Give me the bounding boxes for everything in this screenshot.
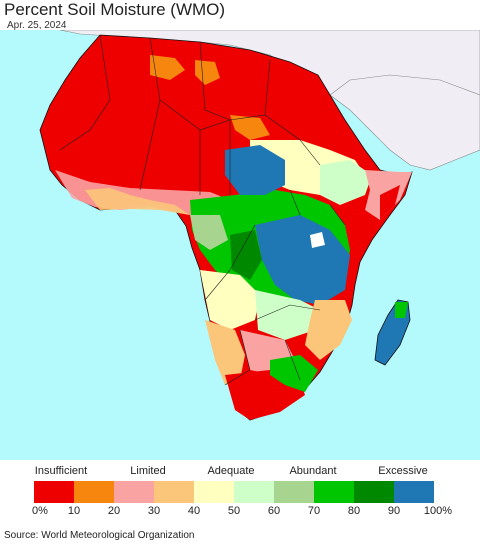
lake-victoria: [310, 232, 325, 248]
legend-swatch-8: [354, 481, 394, 503]
namibia-dry: [205, 320, 245, 385]
source-credit: Source: World Meteorological Organizatio…: [4, 530, 195, 541]
congo-darkgreen: [230, 230, 262, 280]
legend-swatch-5: [234, 481, 274, 503]
madagascar-north-green: [395, 302, 408, 318]
legend-cat-limited: Limited: [130, 465, 166, 477]
outside-region-arabia: [329, 74, 480, 171]
north-africa-orange-patch: [150, 55, 185, 80]
congo-basin-excessive: [255, 215, 350, 305]
somalia-red: [380, 185, 400, 220]
country-borders: [59, 34, 346, 386]
legend-tick: 100%: [423, 505, 453, 517]
mozambique-mix: [305, 300, 352, 360]
egypt-nile-mix: [230, 115, 270, 140]
legend-tick: 70: [307, 505, 321, 517]
legend-cat-excessive: Excessive: [378, 465, 428, 477]
legend-tick: 40: [187, 505, 201, 517]
west-africa-coast-mix: [85, 188, 190, 215]
legend-swatch-2: [114, 481, 154, 503]
south-africa-green: [270, 355, 318, 392]
legend-cat-adequate: Adequate: [207, 465, 255, 477]
ethiopia-mix: [320, 160, 372, 205]
central-africa-excessive-north: [225, 145, 285, 195]
legend-swatch-4: [194, 481, 234, 503]
legend-categories: Insufficient Limited Adequate Abundant E…: [0, 465, 480, 479]
angola-adequate: [200, 270, 260, 330]
legend-cat-abundant: Abundant: [289, 465, 337, 477]
legend-swatch-1: [74, 481, 114, 503]
legend-tick: 80: [347, 505, 361, 517]
gabon-abundant: [190, 215, 228, 250]
legend-tick: 50: [227, 505, 241, 517]
legend-swatch-0: [34, 481, 74, 503]
libya-orange-patch: [195, 60, 220, 85]
legend-tick: 90: [387, 505, 401, 517]
legend-tick: 10: [67, 505, 81, 517]
map-date: Apr. 25, 2024: [7, 20, 67, 31]
legend-ticks: 0% 10 20 30 40 50 60 70 80 90 100%: [0, 505, 480, 519]
soil-moisture-map: [0, 30, 480, 460]
legend-color-bar: [34, 481, 434, 503]
legend-swatch-7: [314, 481, 354, 503]
legend-tick: 60: [267, 505, 281, 517]
legend-tick: 30: [147, 505, 161, 517]
legend-cat-insufficient: Insufficient: [34, 465, 88, 477]
legend-swatch-9: [394, 481, 434, 503]
map-title: Percent Soil Moisture (WMO): [4, 0, 226, 19]
zambia-moderate: [255, 290, 320, 340]
legend-tick: 20: [107, 505, 121, 517]
legend-swatch-6: [274, 481, 314, 503]
legend-tick: 0%: [32, 505, 48, 517]
legend-swatch-3: [154, 481, 194, 503]
